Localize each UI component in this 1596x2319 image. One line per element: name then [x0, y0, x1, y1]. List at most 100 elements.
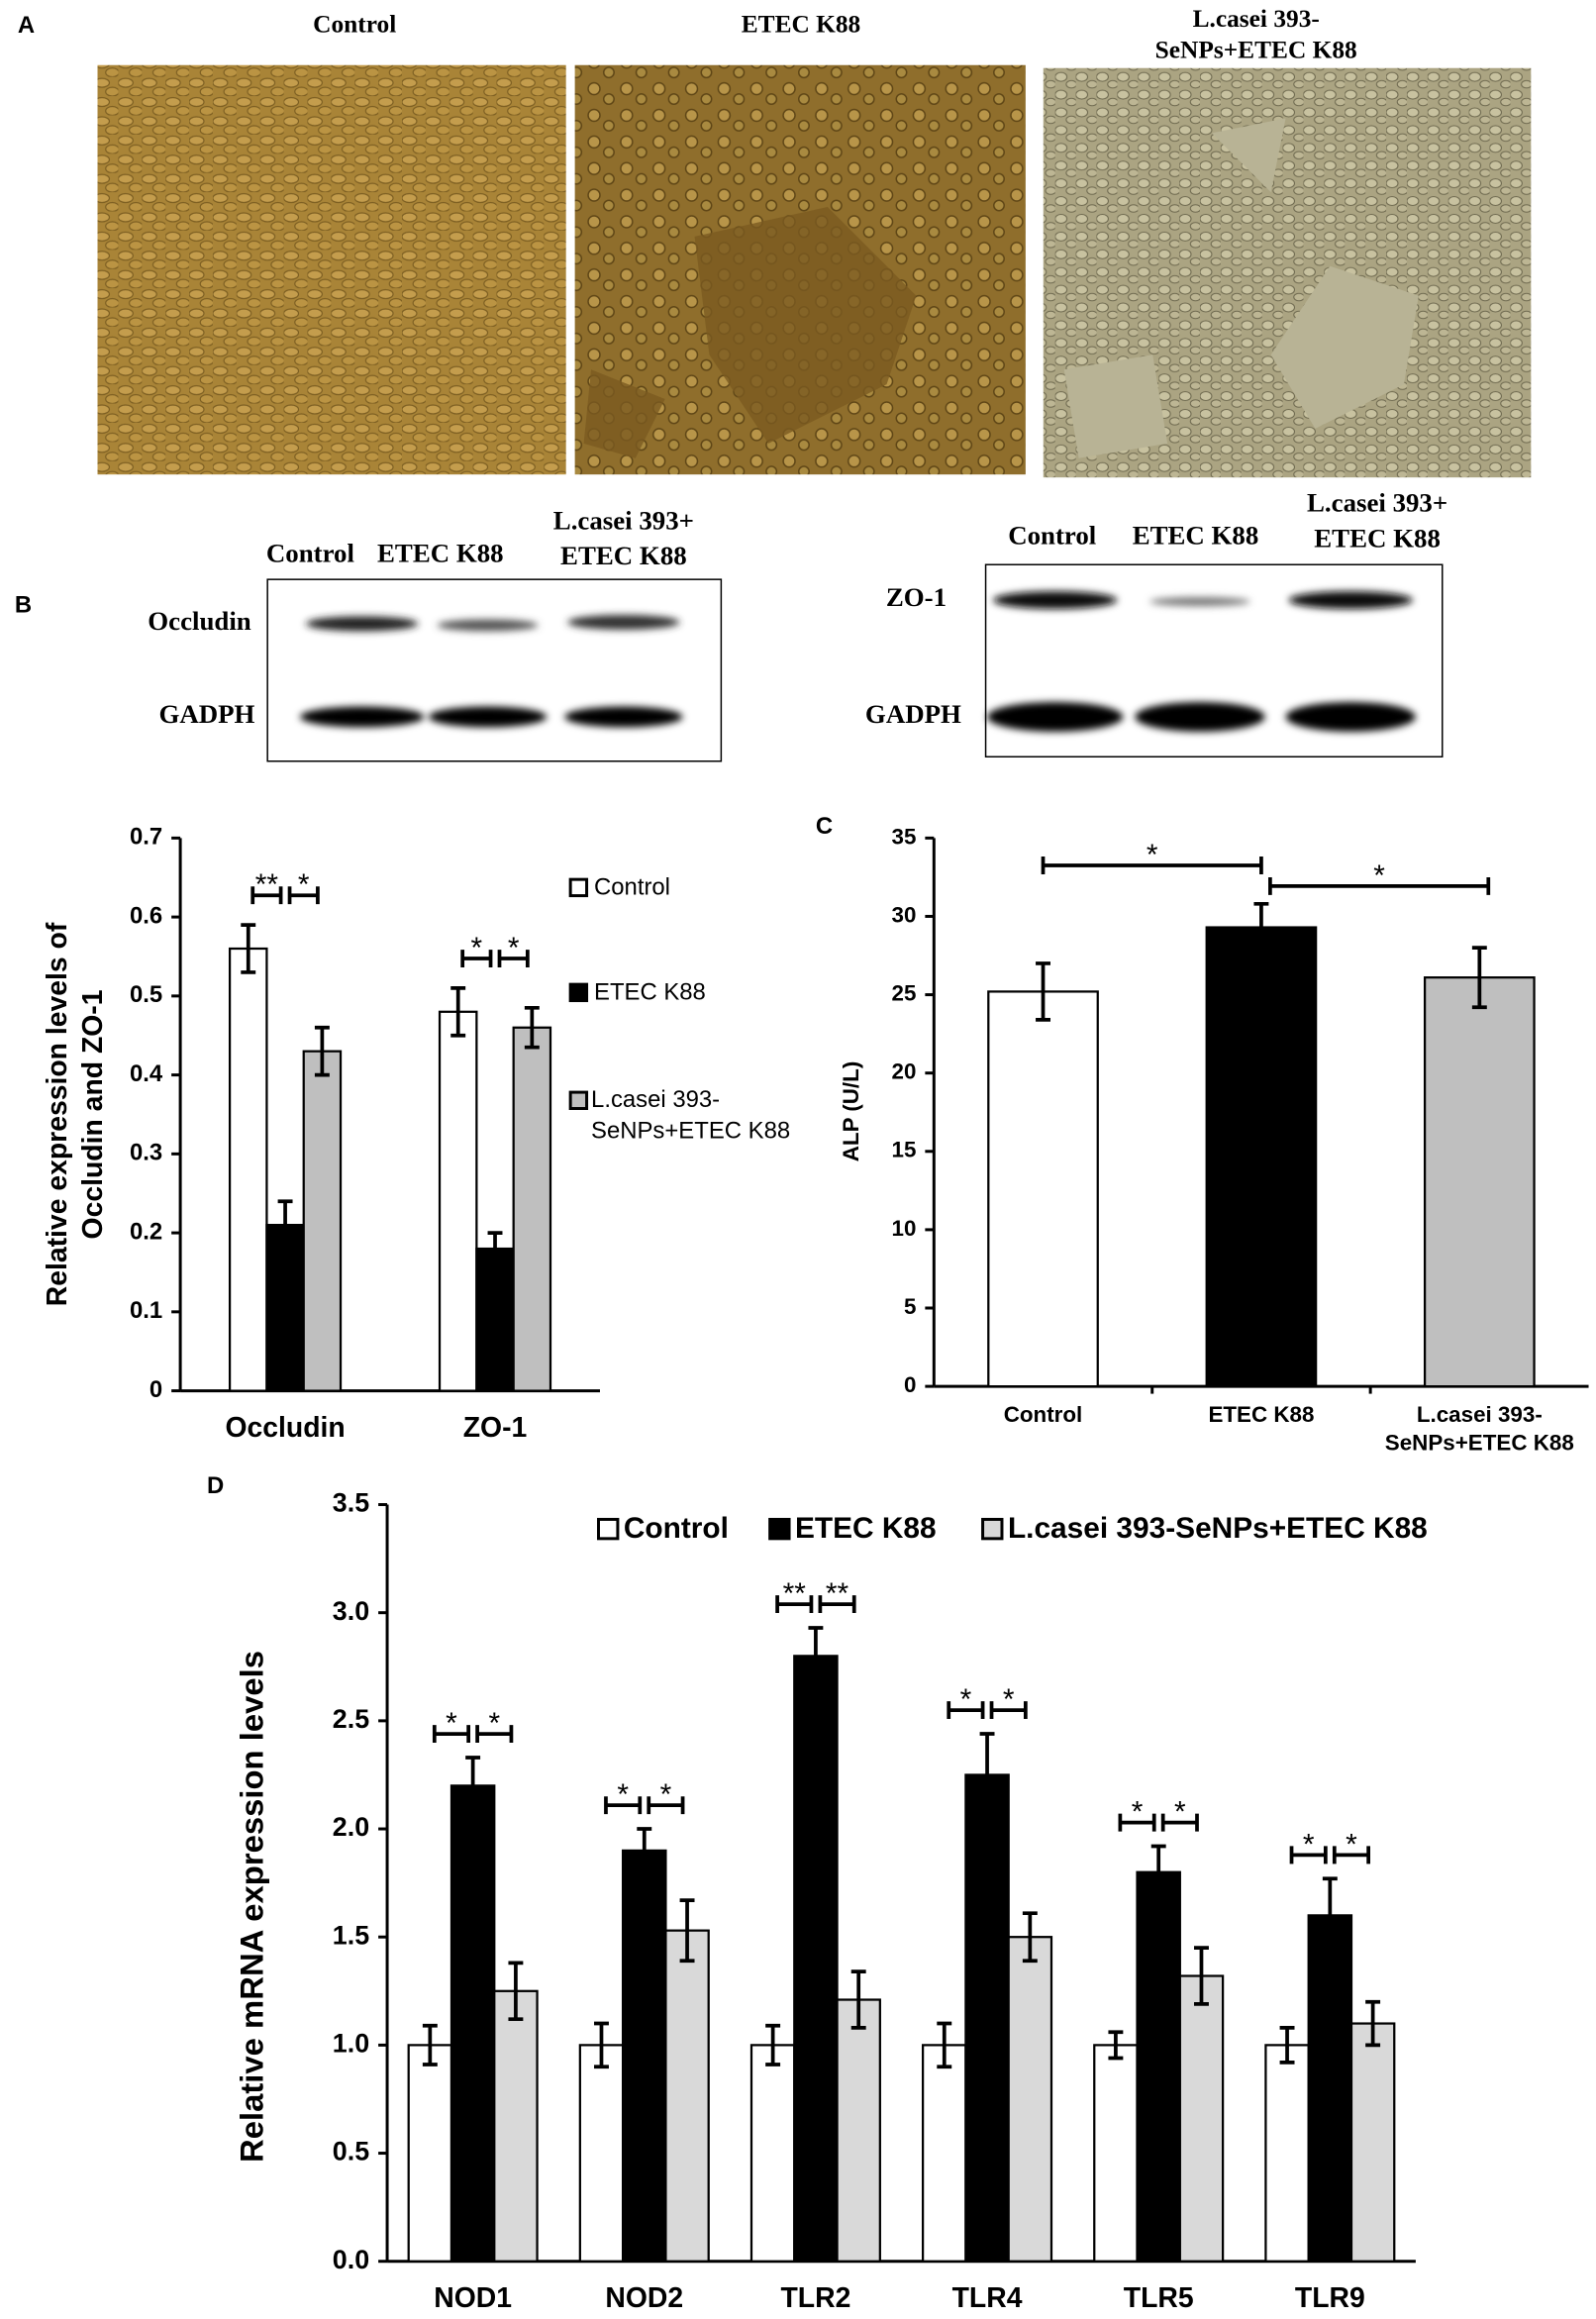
bar: [1205, 926, 1318, 1388]
significance-label: *: [617, 1778, 629, 1811]
legend-label: Control: [594, 873, 670, 900]
error-bar: [1322, 1876, 1338, 1955]
y-tick-label: 10: [892, 1216, 917, 1241]
bar: [1007, 1936, 1053, 2263]
legend-swatch: [597, 1517, 620, 1541]
x-tick-label: NOD2: [605, 2282, 683, 2314]
significance-label: *: [660, 1778, 672, 1811]
blot-column-label: ETEC K88: [377, 538, 504, 567]
y-tick-label: 0.0: [333, 2245, 369, 2274]
x-tick-label: Occludin: [225, 1412, 345, 1444]
bar: [302, 1050, 343, 1392]
significance-bracket: [497, 950, 530, 967]
legend-label: Control: [624, 1512, 729, 1545]
blot-frame: [266, 578, 723, 762]
error-bar: [422, 2023, 438, 2067]
error-bar: [808, 1626, 824, 1686]
error-bar: [850, 1969, 866, 2030]
bar: [449, 1784, 496, 2263]
error-bar: [979, 1732, 995, 1818]
error-bar: [679, 1898, 695, 1964]
error-bar: [1022, 1911, 1038, 1964]
blot-row-label: ZO-1: [886, 582, 947, 612]
y-tick-label: 0.5: [130, 981, 162, 1008]
significance-label: **: [255, 868, 279, 901]
x-tick-label: ZO-1: [463, 1412, 528, 1444]
significance-bracket: [1118, 1813, 1156, 1832]
y-tick-label: 5: [904, 1294, 916, 1319]
y-tick-label: 3.5: [333, 1488, 369, 1518]
legend-label: ETEC K88: [594, 978, 706, 1005]
significance-bracket: [1160, 1813, 1199, 1832]
error-bar: [241, 923, 256, 974]
y-axis-label: Occludin and ZO-1: [77, 989, 109, 1239]
error-bar: [1150, 1844, 1166, 1900]
x-tick-label: Control: [1004, 1402, 1083, 1427]
error-bar: [1365, 1999, 1381, 2048]
significance-label: *: [1147, 839, 1158, 871]
error-bar: [314, 1025, 330, 1077]
blot-bands: [299, 614, 683, 728]
bar: [512, 1026, 552, 1392]
significance-bracket: [989, 1701, 1028, 1720]
bar: [1307, 1914, 1353, 2263]
significance-bracket: [947, 1701, 985, 1720]
blot-column-label-box: L.casei 393+ ETEC K88: [552, 505, 694, 571]
bar: [793, 1655, 839, 2263]
y-tick-label: 0.4: [130, 1060, 163, 1087]
significance-label: *: [1132, 1796, 1144, 1829]
error-bar: [465, 1756, 481, 1816]
significance-bracket: [460, 950, 493, 967]
bar: [1264, 2044, 1310, 2263]
legend: Control ETEC K88: [568, 873, 706, 1110]
y-axis-label: ALP (U/L): [839, 1061, 863, 1162]
bar: [493, 1989, 539, 2263]
significance-bracket: [647, 1796, 685, 1815]
x-tick-label: TLR5: [1124, 2282, 1194, 2314]
bar: [578, 2044, 625, 2263]
panel-label: C: [816, 813, 833, 840]
y-tick-label: 1.0: [333, 2028, 369, 2058]
significance-bracket: [1332, 1846, 1371, 1865]
y-tick-label: 15: [892, 1138, 917, 1162]
bar: [228, 947, 268, 1392]
error-bar: [937, 2021, 952, 2069]
x-tick-label: ETEC K88: [1208, 1402, 1314, 1427]
bar: [622, 1849, 667, 2263]
legend-swatch: [568, 982, 589, 1003]
blot-row-label: Occludin: [148, 606, 251, 636]
significance-bracket: [604, 1796, 643, 1815]
significance-bracket: [287, 886, 320, 905]
x-tick-label: TLR2: [780, 2282, 850, 2314]
significance-bracket: [250, 886, 283, 905]
blot-column-label: Control: [1008, 521, 1096, 551]
bar: [749, 2044, 796, 2263]
error-bar: [508, 1961, 524, 2022]
bar: [964, 1773, 1010, 2263]
error-bar: [765, 2023, 781, 2067]
legend-label: L.casei 393-SeNPs+ETEC K88: [591, 1087, 791, 1145]
y-tick-label: 0.7: [130, 824, 162, 851]
legend: Control ETEC K88 L.casei 393-SeNPs+ETEC K8…: [597, 1512, 1428, 1545]
significance-label: *: [508, 932, 520, 964]
micrograph-title: L.casei 393-SeNPs+ETEC K88: [1154, 4, 1357, 64]
blot-column-label: L.casei 393+ ETEC K88: [552, 505, 694, 571]
blot-row-label: GADPH: [158, 699, 254, 729]
significance-label: *: [1174, 1796, 1186, 1829]
legend-swatch: [768, 1517, 791, 1541]
y-tick-label: 0: [150, 1376, 162, 1403]
panel-label: B: [15, 591, 32, 618]
legend-label-box: L.casei 393-SeNPs+ETEC K88: [591, 1087, 791, 1145]
significance-bracket: [1041, 857, 1263, 874]
significance-label: **: [826, 1577, 849, 1610]
bar: [922, 2044, 967, 2263]
micrograph-title-box: L.casei 393-SeNPs+ETEC K88: [1154, 4, 1357, 64]
legend-swatch: [568, 877, 589, 898]
error-bar: [450, 986, 466, 1038]
y-axis-label: Relative expression levels of: [42, 922, 73, 1306]
error-bar: [637, 1827, 652, 1874]
panel-label: D: [207, 1472, 224, 1499]
bar: [1136, 1870, 1181, 2263]
error-bar: [1471, 946, 1487, 1010]
